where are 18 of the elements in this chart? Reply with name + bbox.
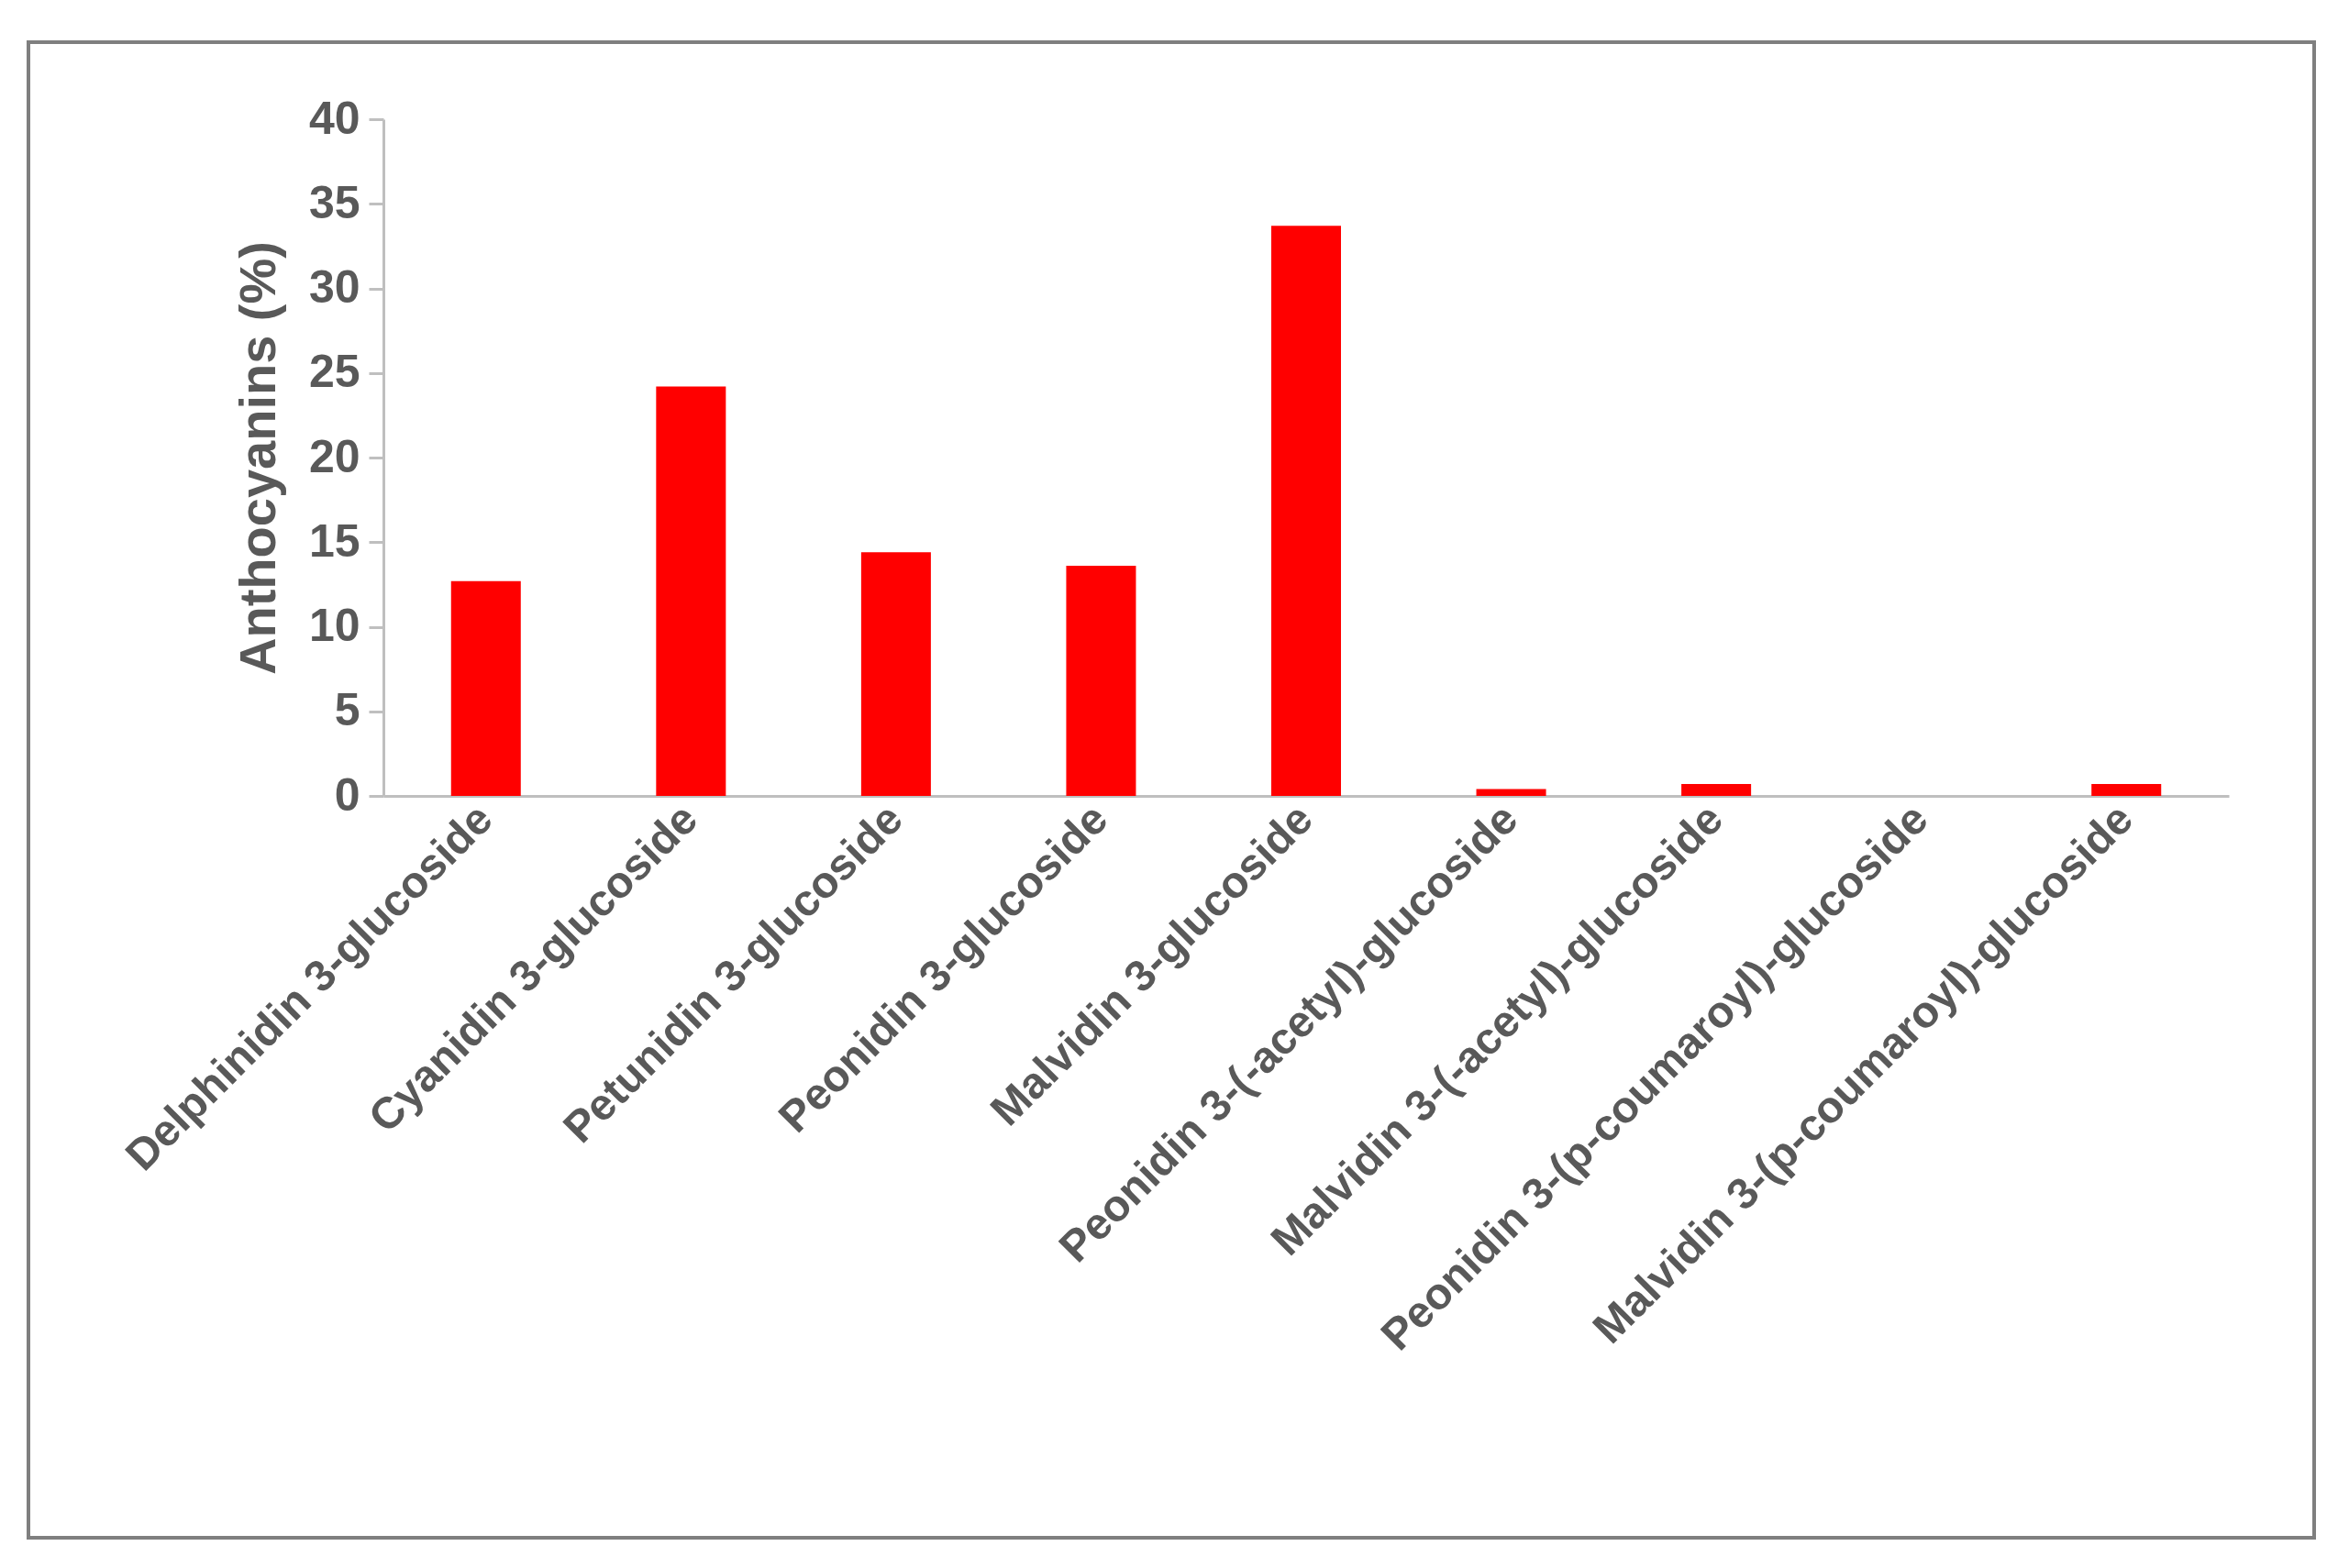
y-tick-label: 30 [308, 261, 360, 313]
bar [656, 386, 726, 796]
y-axis-title: Anthocyanins (%) [227, 241, 286, 675]
bar [1271, 226, 1341, 796]
bar [1476, 789, 1546, 796]
y-tick-label: 0 [334, 768, 360, 821]
y-tick-label: 20 [308, 430, 360, 482]
bar [860, 552, 931, 796]
bar [1066, 566, 1136, 796]
y-tick-label: 35 [308, 176, 360, 228]
y-tick-label: 25 [308, 346, 360, 398]
y-tick-label: 5 [334, 684, 360, 736]
y-tick-label: 15 [308, 514, 360, 567]
y-tick-label: 10 [308, 600, 360, 651]
bar [450, 580, 521, 796]
y-tick-label: 40 [308, 92, 360, 144]
bar [1681, 784, 1752, 796]
bar [2091, 784, 2162, 796]
